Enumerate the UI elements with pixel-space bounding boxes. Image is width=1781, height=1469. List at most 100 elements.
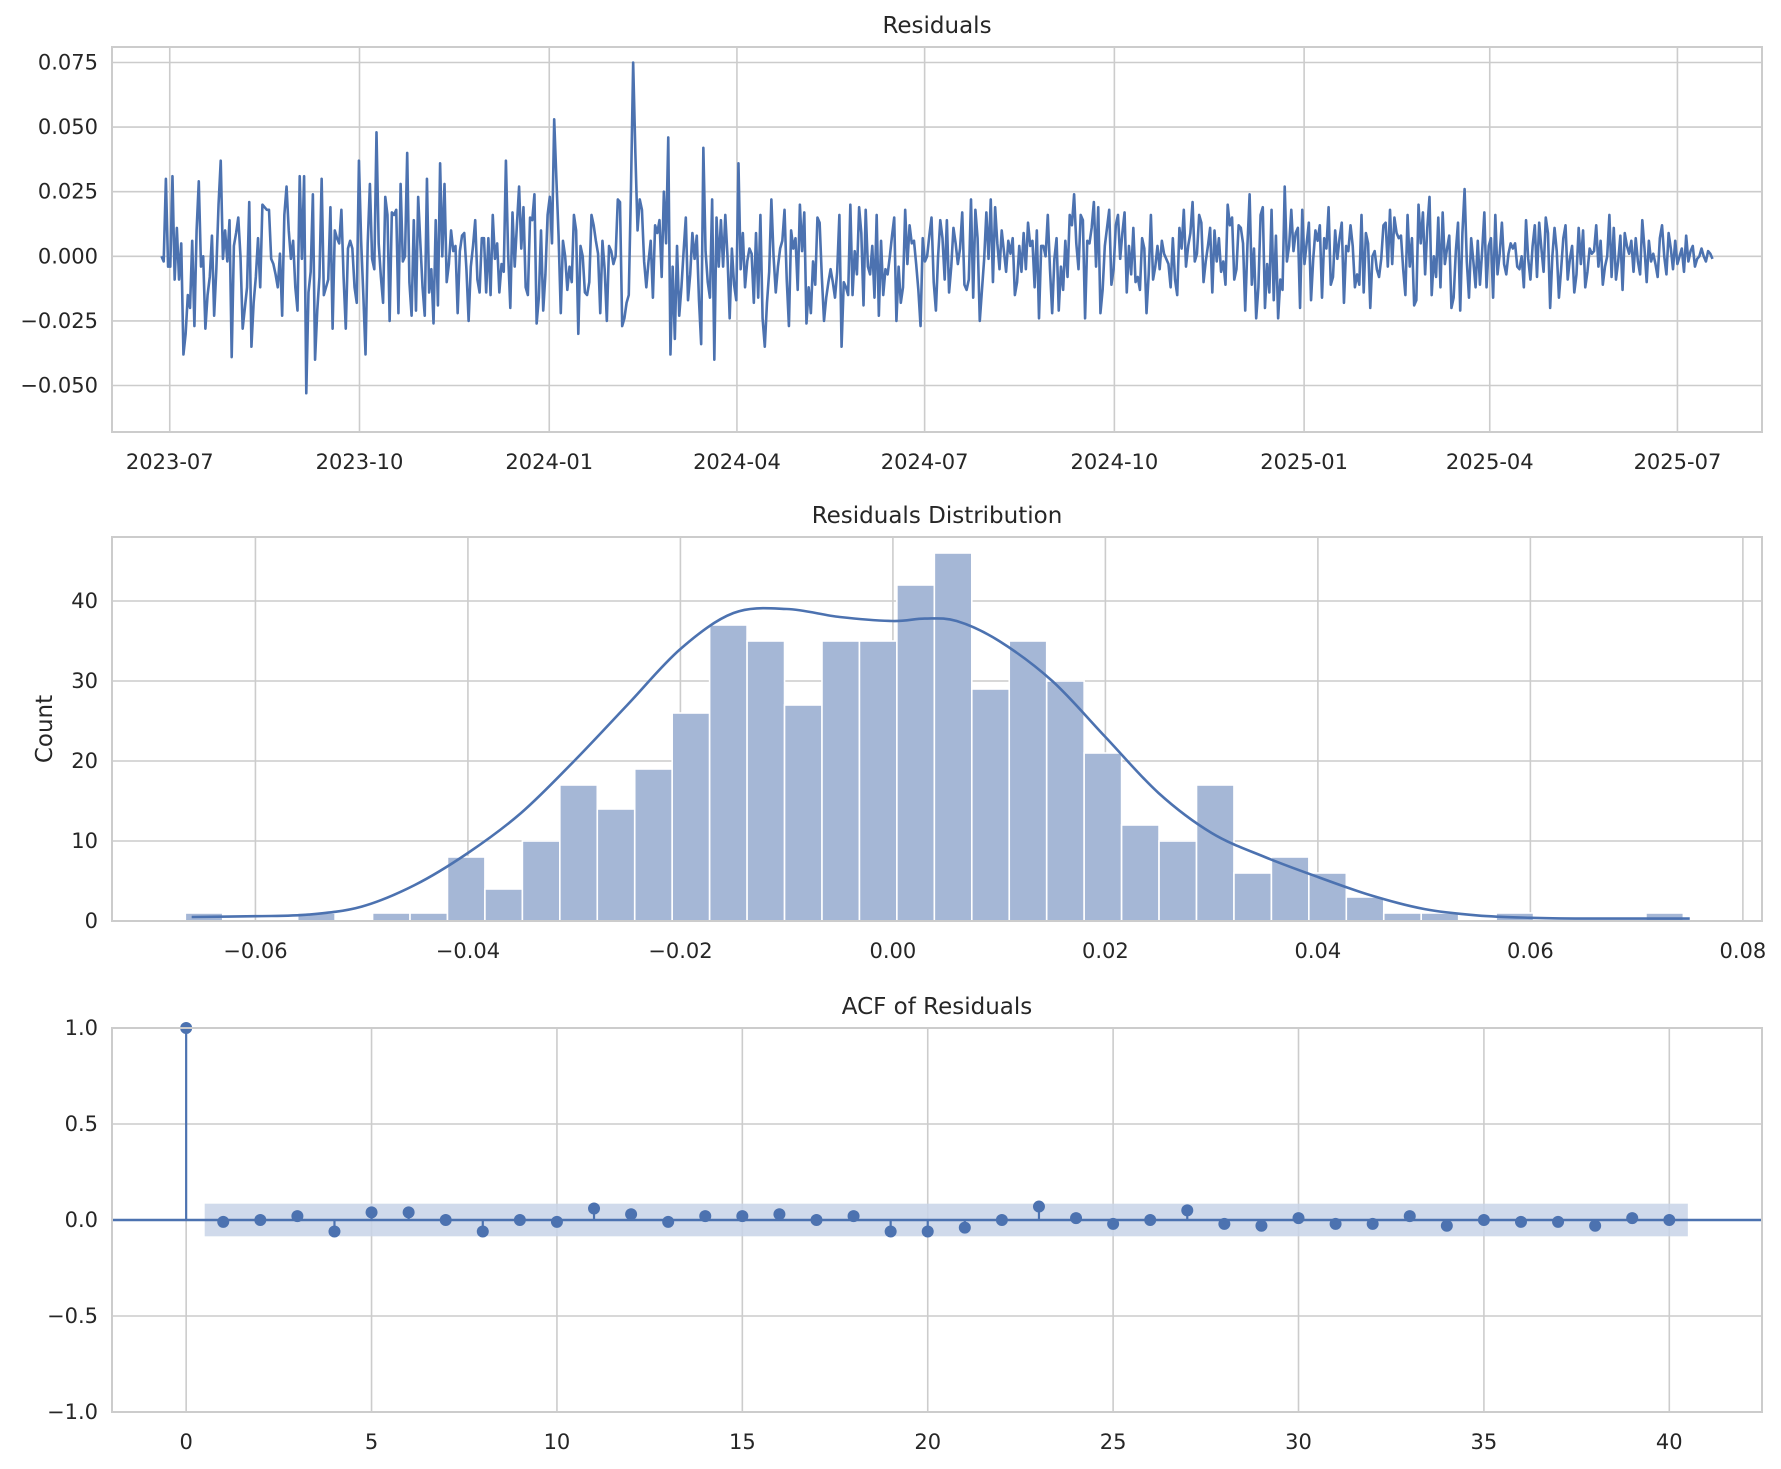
distribution-frame [111, 536, 1763, 922]
acf-frame [111, 1027, 1763, 1413]
histogram-bar [783, 704, 823, 922]
histogram-bar [1008, 640, 1048, 922]
acf-point [217, 1215, 230, 1228]
acf-point [699, 1210, 712, 1223]
acf-point [476, 1225, 489, 1238]
acf-title: ACF of Residuals [842, 994, 1033, 1020]
histogram-bar [1382, 912, 1423, 922]
distribution-tick-labels: −0.06 −0.04 −0.02 0.00 0.02 0.04 0.06 0.08 0 10 20… [71, 589, 1766, 963]
acf-point [1477, 1214, 1490, 1226]
acf-point [328, 1225, 341, 1238]
histogram-bar [1083, 752, 1123, 922]
distribution-x-tick-label: 0.02 [1082, 939, 1129, 963]
histogram-bar [1233, 872, 1273, 922]
residuals-x-tick-label: 2024-07 [881, 450, 969, 474]
acf-point [402, 1206, 415, 1219]
acf-stems [180, 1022, 1676, 1238]
acf-point [810, 1214, 823, 1226]
distribution-x-tick-label: −0.04 [436, 939, 500, 963]
residuals-y-tick-label: 0.025 [38, 180, 98, 204]
residuals-x-tick-label: 2023-10 [316, 450, 404, 474]
acf-point [1589, 1219, 1602, 1232]
residuals-x-tick-label: 2024-10 [1071, 450, 1159, 474]
acf-point [1144, 1214, 1157, 1226]
distribution-x-tick-label: 0.06 [1507, 939, 1554, 963]
acf-point [1552, 1215, 1565, 1228]
residuals-x-tick-label: 2025-07 [1634, 450, 1722, 474]
acf-y-tick-label: 0.0 [65, 1208, 98, 1232]
distribution-y-tick-label: 40 [71, 589, 98, 613]
acf-point [1032, 1200, 1045, 1213]
acf-point [884, 1225, 897, 1238]
acf-point [995, 1214, 1008, 1226]
acf-point [662, 1215, 675, 1228]
acf-x-tick-label: 40 [1656, 1430, 1683, 1454]
acf-point [439, 1214, 452, 1226]
kde-curve [191, 606, 1690, 920]
distribution-x-tick-label: 0.08 [1719, 939, 1766, 963]
histogram-bar [1158, 840, 1198, 922]
residuals-y-tick-label: −0.025 [20, 309, 98, 333]
acf-y-tick-label: −0.5 [47, 1304, 98, 1328]
distribution-y-tick-label: 10 [71, 829, 98, 853]
acf-point [1181, 1204, 1194, 1217]
acf-x-tick-label: 25 [1100, 1430, 1127, 1454]
histogram-bar [559, 784, 599, 922]
acf-point [1440, 1219, 1453, 1232]
histogram-bar [933, 552, 973, 922]
residuals-x-tick-label: 2025-04 [1446, 450, 1534, 474]
residuals-y-tick-label: 0.075 [38, 51, 98, 75]
acf-point [958, 1221, 971, 1234]
acf-panel: ACF of Residuals 0 5 10 15 20 25 30 35 40 −1.0 −0.… [47, 994, 1763, 1454]
histogram-bar [484, 888, 524, 922]
distribution-title: Residuals Distribution [812, 503, 1063, 529]
histogram-bar [970, 688, 1011, 922]
histogram-bar [1195, 784, 1235, 922]
acf-tick-labels: 0 5 10 15 20 25 30 35 40 −1.0 −0.5 0.0 0.5 1.0 [47, 1016, 1683, 1454]
histogram-bar [821, 640, 861, 922]
acf-point [921, 1225, 934, 1238]
residuals-line [160, 61, 1714, 395]
residuals-x-tick-label: 2023-07 [126, 450, 214, 474]
acf-x-tick-label: 5 [365, 1430, 378, 1454]
histogram-bar [371, 912, 411, 922]
residuals-tick-labels: 2023-07 2023-10 2024-01 2024-04 2024-07 2024-… [20, 51, 1721, 474]
acf-point [1403, 1210, 1416, 1223]
histogram-bar [708, 624, 748, 922]
residuals-y-tick-label: 0.050 [38, 115, 98, 139]
acf-point [1292, 1212, 1305, 1225]
distribution-x-tick-label: 0.00 [870, 939, 917, 963]
distribution-y-tick-label: 30 [71, 669, 98, 693]
residuals-x-tick-label: 2024-01 [505, 450, 593, 474]
acf-y-tick-label: −1.0 [47, 1400, 98, 1424]
residuals-y-tick-label: −0.050 [20, 373, 98, 397]
residuals-panel: Residuals 2023-07 2023-10 2024-01 2024-04 20… [20, 13, 1763, 474]
acf-point [1107, 1217, 1120, 1230]
acf-point [1663, 1214, 1676, 1226]
histogram-bar [596, 808, 636, 922]
distribution-y-tick-label: 0 [85, 909, 98, 933]
acf-point [513, 1214, 526, 1226]
residuals-frame [111, 46, 1763, 433]
histogram-bar [446, 856, 486, 922]
distribution-y-axis-label: Count [32, 695, 58, 763]
acf-y-tick-label: 1.0 [65, 1016, 98, 1040]
acf-x-tick-label: 10 [544, 1430, 571, 1454]
acf-point [588, 1202, 601, 1215]
acf-point [550, 1215, 563, 1228]
acf-point [1329, 1217, 1342, 1230]
histogram-bars [184, 552, 1685, 922]
histogram-bar [1045, 680, 1085, 922]
acf-point [1255, 1219, 1268, 1232]
distribution-panel: Residuals Distribution Count −0.06 −0.04−… [32, 503, 1766, 963]
residuals-x-tick-label: 2024-04 [693, 450, 781, 474]
histogram-bar [633, 768, 673, 922]
histogram-bar [858, 640, 898, 922]
acf-point [365, 1206, 378, 1219]
histogram-bar [409, 912, 449, 922]
residuals-y-tick-label: 0.000 [38, 244, 98, 268]
acf-point [291, 1210, 304, 1223]
acf-y-tick-label: 0.5 [65, 1112, 98, 1136]
acf-point [847, 1210, 860, 1223]
